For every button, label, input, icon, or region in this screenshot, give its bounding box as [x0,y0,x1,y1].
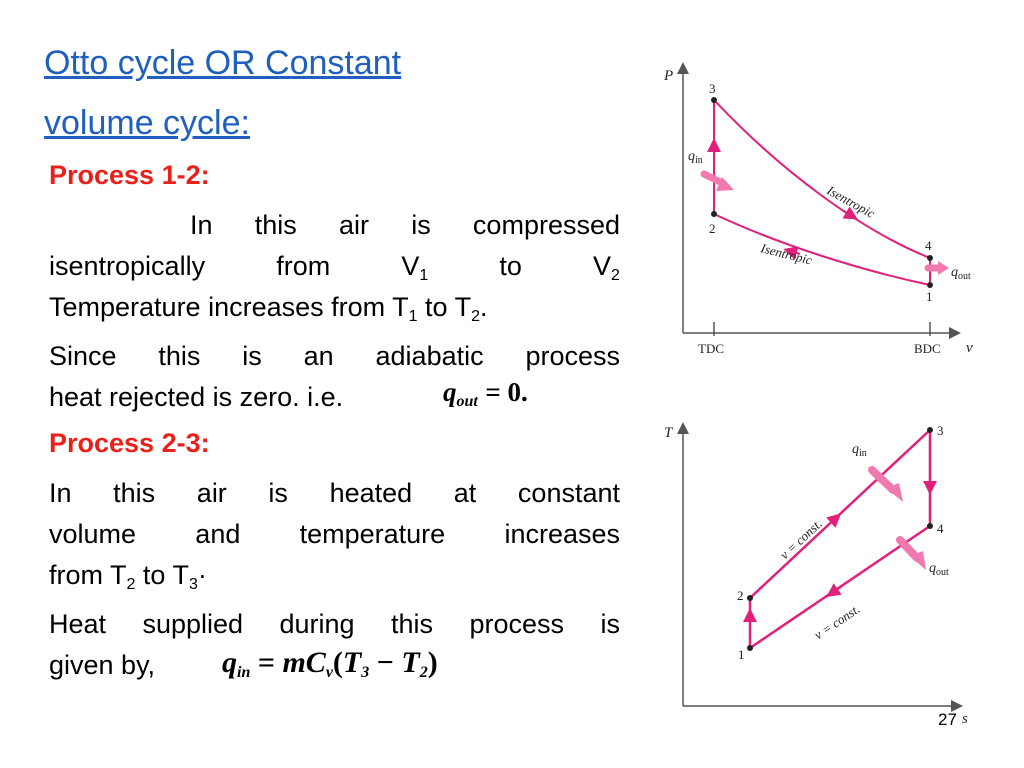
slide-number: 27 [938,710,957,729]
ts-point-1 [747,645,753,651]
tdc-label: TDC [698,341,724,356]
pv-q-in-label: qin [688,149,703,166]
p12-word-to: to [499,251,522,281]
p23-line-1: In this air is heated at constant [49,478,620,508]
pv-axis-label-v: v [966,340,973,356]
pv-isentropic-expansion [713,99,931,259]
p23-line-2: volume and temperature increases [49,519,620,549]
ts-q-out-label: qout [929,561,949,578]
pv-point-2 [711,211,717,217]
pv-label-3: 3 [709,81,716,96]
slide-title-line-2: volume cycle: [44,104,250,142]
pv-q-in-arrowhead [716,177,734,191]
process-2-3-body: In this air is heated at constant volume… [49,473,620,596]
process-1-2-adiabatic-note: Since this is an adiabatic process heat … [49,336,620,418]
process-1-2-body: In this air is compressed isentropically… [49,205,620,328]
ts-diagram: T s 1 2 3 4 qin qout v = const. v = cons… [664,422,968,727]
p12-v2: V2 [593,251,620,284]
pv-point-3 [711,97,717,103]
ts-arrow-2-3 [825,513,842,528]
pv-isentropic-compression [713,213,931,286]
ts-q-in-arrowhead [886,483,903,502]
p23-line-4: Heat supplied during this process is [49,609,620,639]
p12-line-3: Temperature increases from T1 to T2. [49,292,488,325]
pv-diagram: P v TDC BDC 3 2 4 1 qin qout Isentropic … [663,62,973,356]
pv-q-out-label: qout [951,265,971,282]
process-2-3-heat-supplied: Heat supplied during this process is giv… [49,604,620,686]
ts-arrow-4-1 [826,583,843,598]
ts-label-2: 2 [737,588,744,603]
p12-line-2: isentropically from V1 to V2 [49,246,620,287]
p12-v1: V1 [401,251,429,284]
pv-arrow-1-2 [783,246,801,260]
pv-label-1: 1 [926,289,933,304]
ts-label-3: 3 [937,423,944,438]
pv-axis-label-p: P [663,68,673,84]
pv-label-4: 4 [925,238,932,253]
process-2-3-heading: Process 2-3: [49,428,210,458]
ts-label-4: 4 [937,521,944,536]
p23-line-5: given by, [49,650,156,680]
slide-title-line-1: Otto cycle OR Constant [44,44,402,82]
ts-q-out-arrowhead [910,551,926,570]
ts-const-v-label-upper: v = const. [777,516,825,562]
ts-axis-label-s: s [962,711,968,727]
pv-point-1 [927,282,933,288]
p12-line-4: Since this is an adiabatic process [49,341,620,371]
ts-label-1: 1 [738,647,745,662]
p12-line-1: In this air is compressed [190,210,620,240]
q-in-equation: qin = mCv(T3 − T2) [222,646,438,681]
ts-const-v-label-lower: v = const. [811,601,862,642]
process-1-2-heading: Process 1-2: [49,160,210,190]
ts-point-2 [747,595,753,601]
pv-arrow-3-4 [841,206,859,220]
pv-point-4 [927,255,933,261]
pv-label-2: 2 [709,221,716,236]
bdc-label: BDC [914,341,941,356]
q-out-equation: qout = 0. [443,377,528,410]
p12-word-from: from [276,251,331,281]
ts-process-2-3 [749,429,931,599]
ts-axis-label-t: T [664,425,674,441]
ts-point-4 [927,523,933,529]
p12-line-5: heat rejected is zero. i.e. [49,382,344,412]
p23-line-3: from T2 to T3· [49,560,207,593]
ts-q-in-label: qin [852,442,867,459]
p12-word-isentropically: isentropically [49,251,206,281]
pv-q-out-arrowhead [938,261,949,275]
ts-point-3 [927,427,933,433]
